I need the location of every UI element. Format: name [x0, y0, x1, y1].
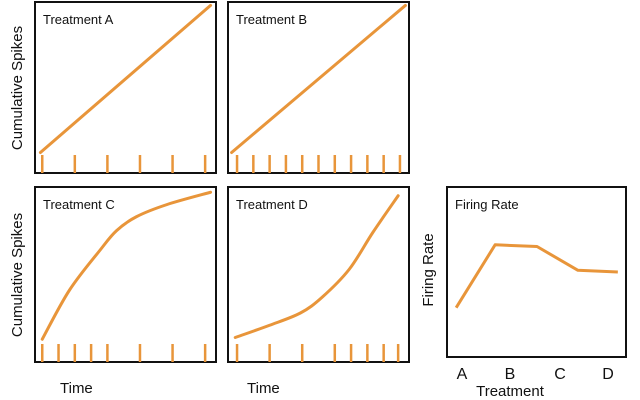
cumulative-spikes-line [38, 3, 213, 154]
x-axis-label-d: Time [247, 380, 280, 397]
panel-title: Treatment A [43, 12, 114, 27]
panel-title: Treatment D [236, 197, 308, 212]
cumulative-spikes-line [233, 194, 400, 339]
panel-treatment-c: Treatment C [34, 186, 217, 363]
panel-frame [446, 186, 627, 358]
panel-frame [34, 1, 217, 174]
category-label-d: D [602, 366, 614, 383]
cumulative-spikes-line [40, 190, 213, 341]
category-label-c: C [554, 366, 566, 383]
panel-title: Treatment B [236, 12, 307, 27]
panel-treatment-a: Treatment A [34, 1, 217, 174]
panel-treatment-b: Treatment B [227, 1, 410, 174]
panel-firing-rate: Firing Rate [446, 186, 627, 358]
panel-title: Treatment C [43, 197, 115, 212]
panel-frame [34, 186, 217, 363]
panel-title: Firing Rate [455, 197, 519, 212]
firing-rate-line [454, 243, 618, 309]
panel-treatment-d: Treatment D [227, 186, 410, 363]
panel-frame [227, 186, 410, 363]
x-axis-label-c: Time [60, 380, 93, 397]
y-axis-label-top: Cumulative Spikes [9, 26, 26, 150]
category-label-a: A [457, 366, 468, 383]
category-label-b: B [505, 366, 516, 383]
panel-frame [227, 1, 410, 174]
firing-rate-x-label: Treatment [476, 383, 545, 400]
firing-rate-y-label: Firing Rate [420, 233, 437, 306]
y-axis-label-bottom: Cumulative Spikes [9, 213, 26, 337]
cumulative-spikes-line [230, 3, 407, 154]
